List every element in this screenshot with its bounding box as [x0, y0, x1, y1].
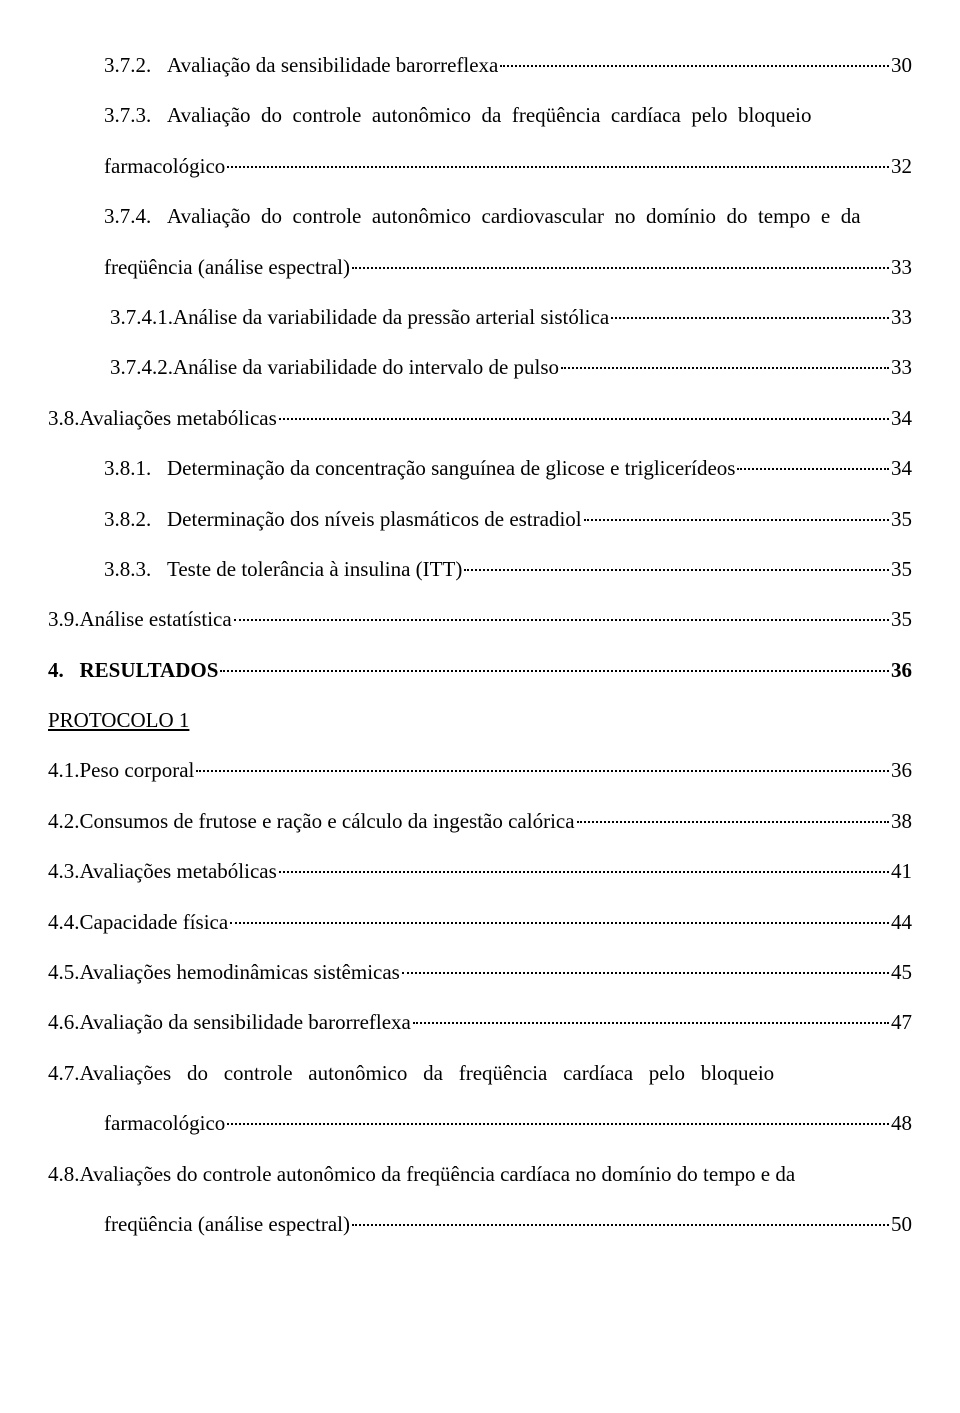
toc-page-number: 45 — [891, 947, 912, 997]
toc-entry: 4.4.Capacidade física 44 — [48, 897, 912, 947]
toc-leader-dots — [584, 519, 889, 521]
toc-page-number: 36 — [891, 745, 912, 795]
toc-entry: 3.8.2. Determinação dos níveis plasmátic… — [48, 494, 912, 544]
toc-entry: 3.7.4.1.Análise da variabilidade da pres… — [48, 292, 912, 342]
toc-leader-dots — [220, 670, 889, 672]
toc-leader-dots — [561, 367, 889, 369]
toc-entry-label: freqüência (análise espectral) — [104, 242, 350, 292]
toc-entry: 3.7.4.2.Análise da variabilidade do inte… — [48, 342, 912, 392]
toc-page-number: 48 — [891, 1098, 912, 1148]
toc-entry-label: 3.8.1. Determinação da concentração sang… — [104, 443, 735, 493]
toc-entry-label: 4. RESULTADOS — [48, 645, 218, 695]
toc-leader-dots — [230, 922, 889, 924]
toc-entry: freqüência (análise espectral) 33 — [48, 242, 912, 292]
toc-leader-dots — [413, 1022, 889, 1024]
toc-entry: 4.3.Avaliações metabólicas 41 — [48, 846, 912, 896]
toc-heading-text: PROTOCOLO 1 — [48, 708, 189, 732]
toc-entry: farmacológico 48 — [48, 1098, 912, 1148]
toc-entry: 3.7.3. Avaliação do controle autonômico … — [48, 90, 912, 140]
toc-entry: freqüência (análise espectral) 50 — [48, 1199, 912, 1249]
toc-entry-label: farmacológico — [104, 1098, 225, 1148]
toc-leader-dots — [234, 619, 889, 621]
toc-entry-label: 3.8.Avaliações metabólicas — [48, 393, 277, 443]
toc-entry: 3.8.1. Determinação da concentração sang… — [48, 443, 912, 493]
toc-entry-label: farmacológico — [104, 141, 225, 191]
toc-page-number: 50 — [891, 1199, 912, 1249]
toc-entry: 4.6.Avaliação da sensibilidade barorrefl… — [48, 997, 912, 1047]
toc-page-number: 36 — [891, 645, 912, 695]
toc-entry-label: 3.8.3. Teste de tolerância à insulina (I… — [104, 544, 462, 594]
toc-leader-dots — [500, 65, 889, 67]
toc-page-number: 35 — [891, 544, 912, 594]
toc-leader-dots — [227, 1123, 889, 1125]
toc-entry: 4.1.Peso corporal 36 — [48, 745, 912, 795]
toc-entry-label: 4.2.Consumos de frutose e ração e cálcul… — [48, 796, 575, 846]
toc-page-number: 33 — [891, 342, 912, 392]
toc-page-number: 38 — [891, 796, 912, 846]
toc-page-number: 33 — [891, 292, 912, 342]
toc-entry: 4.2.Consumos de frutose e ração e cálcul… — [48, 796, 912, 846]
toc-heading: PROTOCOLO 1 — [48, 695, 912, 745]
toc-entry: 4.7.Avaliações do controle autonômico da… — [48, 1048, 912, 1098]
toc-leader-dots — [611, 317, 889, 319]
toc-entry: 3.7.4. Avaliação do controle autonômico … — [48, 191, 912, 241]
toc-page-number: 32 — [891, 141, 912, 191]
toc-entry: farmacológico 32 — [48, 141, 912, 191]
toc-entry-label: 3.8.2. Determinação dos níveis plasmátic… — [104, 494, 582, 544]
toc-entry-label: 3.7.4.1.Análise da variabilidade da pres… — [110, 292, 609, 342]
toc-entry-label: 3.9.Análise estatística — [48, 594, 232, 644]
toc-entry-label: 4.6.Avaliação da sensibilidade barorrefl… — [48, 997, 411, 1047]
toc-entry: 3.7.2. Avaliação da sensibilidade barorr… — [48, 40, 912, 90]
toc-entry: 4.5.Avaliações hemodinâmicas sistêmicas 4… — [48, 947, 912, 997]
toc-entry: 3.8.Avaliações metabólicas 34 — [48, 393, 912, 443]
toc-page-number: 35 — [891, 494, 912, 544]
toc-entry-label: 3.7.4.2.Análise da variabilidade do inte… — [110, 342, 559, 392]
toc-page-number: 41 — [891, 846, 912, 896]
toc-leader-dots — [402, 972, 889, 974]
toc-entry-label: 4.1.Peso corporal — [48, 745, 194, 795]
toc-entry: 3.9.Análise estatística 35 — [48, 594, 912, 644]
toc-entry: 3.8.3. Teste de tolerância à insulina (I… — [48, 544, 912, 594]
toc-entry-label: 4.4.Capacidade física — [48, 897, 228, 947]
toc-page-number: 30 — [891, 40, 912, 90]
toc-entry-label: 4.3.Avaliações metabólicas — [48, 846, 277, 896]
toc-leader-dots — [577, 821, 889, 823]
toc-leader-dots — [279, 418, 889, 420]
toc-page-number: 47 — [891, 997, 912, 1047]
toc-entry-label: 4.5.Avaliações hemodinâmicas sistêmicas — [48, 947, 400, 997]
toc-page-number: 33 — [891, 242, 912, 292]
toc-page-number: 34 — [891, 393, 912, 443]
toc-entry-label: freqüência (análise espectral) — [104, 1199, 350, 1249]
toc-page-number: 35 — [891, 594, 912, 644]
toc-leader-dots — [279, 871, 889, 873]
toc-entry: 4. RESULTADOS 36 — [48, 645, 912, 695]
toc-leader-dots — [352, 267, 889, 269]
toc-page-number: 34 — [891, 443, 912, 493]
toc-leader-dots — [464, 569, 889, 571]
toc-entry-label: 3.7.4. Avaliação do controle autonômico … — [104, 191, 861, 241]
toc-page-number: 44 — [891, 897, 912, 947]
toc-entry-label: 3.7.2. Avaliação da sensibilidade barorr… — [104, 40, 498, 90]
toc-entry: 4.8.Avaliações do controle autonômico da… — [48, 1149, 912, 1199]
toc-leader-dots — [227, 166, 889, 168]
toc-entry-label: 4.8.Avaliações do controle autonômico da… — [48, 1149, 795, 1199]
toc-leader-dots — [737, 468, 889, 470]
toc-page: 3.7.2. Avaliação da sensibilidade barorr… — [0, 0, 960, 1413]
toc-entry-label: 3.7.3. Avaliação do controle autonômico … — [104, 90, 812, 140]
toc-leader-dots — [352, 1224, 889, 1226]
toc-leader-dots — [196, 770, 889, 772]
toc-entry-label: 4.7.Avaliações do controle autonômico da… — [48, 1048, 774, 1098]
